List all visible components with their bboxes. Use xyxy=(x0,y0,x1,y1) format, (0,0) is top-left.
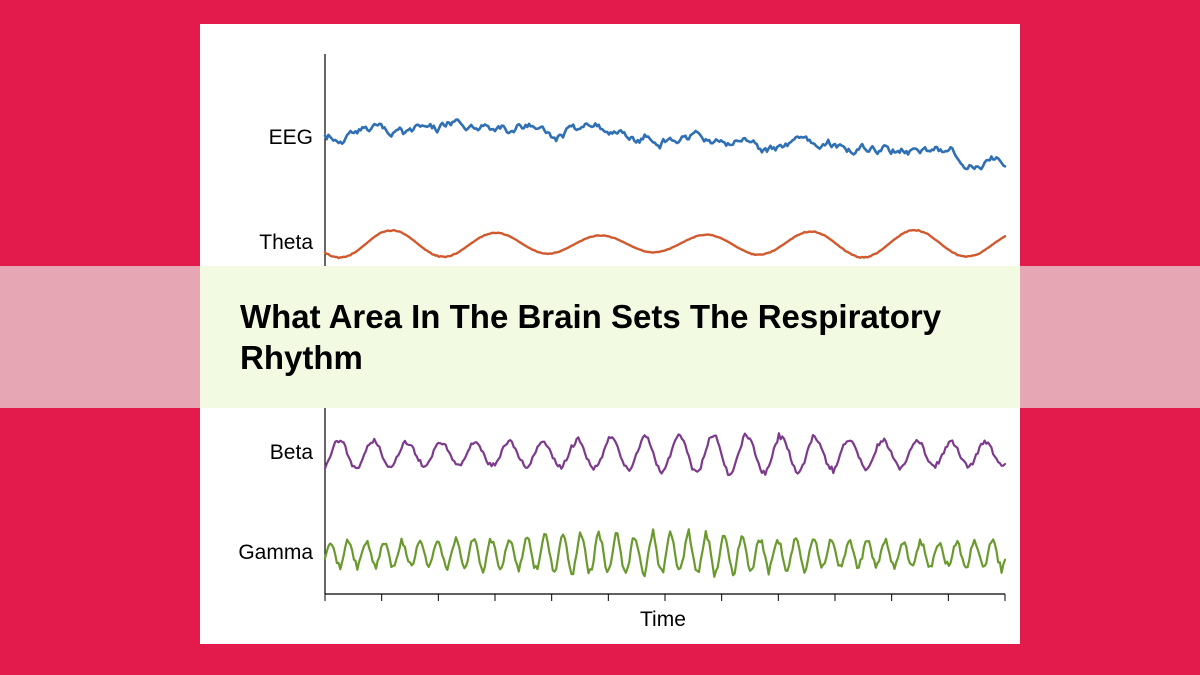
row-label-beta: Beta xyxy=(200,441,313,465)
wave-eeg xyxy=(325,120,1005,170)
wave-beta xyxy=(325,433,1005,475)
title-text: What Area In The Brain Sets The Respirat… xyxy=(200,296,960,379)
row-label-gamma: Gamma xyxy=(200,541,313,565)
row-label-theta: Theta xyxy=(200,231,313,255)
wave-gamma xyxy=(325,529,1005,577)
wave-theta xyxy=(325,230,1005,258)
row-label-eeg: EEG xyxy=(200,126,313,150)
title-overlay: What Area In The Brain Sets The Respirat… xyxy=(200,266,1020,408)
x-axis-label: Time xyxy=(640,608,686,632)
